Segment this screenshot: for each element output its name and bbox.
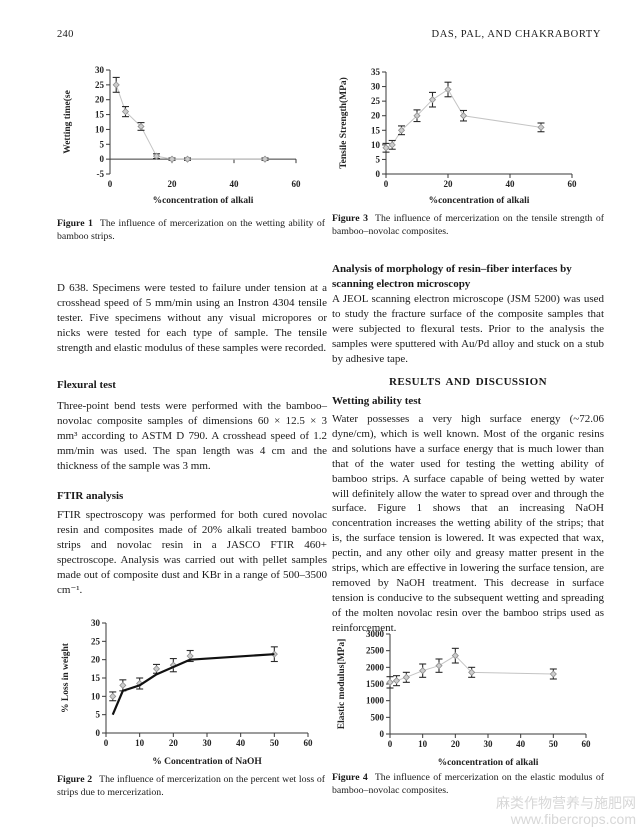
svg-text:2000: 2000 xyxy=(366,662,385,672)
svg-text:500: 500 xyxy=(371,712,385,722)
svg-text:30: 30 xyxy=(371,82,381,92)
svg-text:60: 60 xyxy=(568,179,578,189)
svg-text:35: 35 xyxy=(371,67,381,77)
svg-text:25: 25 xyxy=(91,636,101,646)
figure-2-label: Figure 2 xyxy=(57,774,93,785)
svg-text:20: 20 xyxy=(95,95,105,105)
running-head: DAS, PAL, AND CHAKRABORTY xyxy=(431,29,601,40)
svg-text:0: 0 xyxy=(384,179,389,189)
svg-text:Elastic modulus[MPa]: Elastic modulus[MPa] xyxy=(337,639,347,730)
figure-1-caption: Figure 1 The influence of mercerization o… xyxy=(57,217,325,243)
svg-text:40: 40 xyxy=(230,179,240,189)
page-number: 240 xyxy=(57,29,74,40)
heading-sem-analysis: Analysis of morphology of resin–fiber in… xyxy=(332,263,572,290)
watermark-line1: 麻类作物营养与施肥网 xyxy=(496,795,636,811)
figure-3-caption-text: The influence of mercerization on the te… xyxy=(332,213,604,237)
svg-text:0: 0 xyxy=(96,728,101,738)
svg-text:1500: 1500 xyxy=(366,679,385,689)
svg-text:%concentration of alkali: %concentration of alkali xyxy=(429,196,530,206)
svg-text:0: 0 xyxy=(108,179,113,189)
svg-text:10: 10 xyxy=(418,739,428,749)
svg-text:20: 20 xyxy=(91,655,101,665)
svg-text:5: 5 xyxy=(100,139,105,149)
figure-2-caption-text: The influence of mercerization on the pe… xyxy=(57,774,326,798)
svg-text:0: 0 xyxy=(376,169,381,179)
svg-text:20: 20 xyxy=(444,179,454,189)
svg-text:20: 20 xyxy=(169,738,179,748)
svg-text:%concentration of alkali: %concentration of alkali xyxy=(438,758,539,768)
svg-text:25: 25 xyxy=(371,96,381,106)
paragraph-sem: A JEOL scanning electron microscope (JSM… xyxy=(332,293,604,365)
svg-text:30: 30 xyxy=(484,739,494,749)
svg-text:40: 40 xyxy=(236,738,246,748)
svg-text:3000: 3000 xyxy=(366,629,385,639)
svg-text:2500: 2500 xyxy=(366,646,385,656)
svg-text:10: 10 xyxy=(91,691,101,701)
svg-text:0: 0 xyxy=(100,154,105,164)
svg-text:50: 50 xyxy=(270,738,280,748)
figure-4-caption: Figure 4 The influence of mercerization o… xyxy=(332,771,604,797)
svg-text:20: 20 xyxy=(451,739,461,749)
svg-text:60: 60 xyxy=(292,179,302,189)
figure-3-chart: 0 5 10 15 20 25 30 35 0 20 40 60 %concentration of a… xyxy=(338,67,578,206)
svg-text:0: 0 xyxy=(388,739,393,749)
svg-text:40: 40 xyxy=(506,179,516,189)
figure-1-label: Figure 1 xyxy=(57,218,93,229)
svg-text:30: 30 xyxy=(203,738,213,748)
svg-text:50: 50 xyxy=(549,739,559,749)
svg-text:10: 10 xyxy=(371,140,381,150)
heading-results-discussion: RESULTS AND DISCUSSION xyxy=(389,376,547,388)
svg-text:20: 20 xyxy=(168,179,178,189)
figure-4-chart: 0 500 1000 1500 2000 2500 3000 0 10 20 30 40 50 60 %co… xyxy=(337,629,592,768)
watermark: 麻类作物营养与施肥网 www.fibercrops.com xyxy=(496,795,636,827)
figure-3-label: Figure 3 xyxy=(332,213,369,224)
paragraph-ftir-analysis: FTIR spectroscopy was performed for both… xyxy=(57,509,327,596)
svg-text:0: 0 xyxy=(104,738,109,748)
heading-ftir-analysis: FTIR analysis xyxy=(57,490,124,502)
figure-2-chart: 0 5 10 15 20 25 30 0 10 20 30 40 50 60 % Concentration… xyxy=(61,618,314,767)
heading-flexural-test: Flexural test xyxy=(57,379,116,391)
svg-text:20: 20 xyxy=(371,111,381,121)
watermark-line2: www.fibercrops.com xyxy=(510,811,636,827)
paragraph-wetting-ability: Water possesses a very high surface ener… xyxy=(332,413,604,634)
svg-text:15: 15 xyxy=(371,125,381,135)
svg-text:60: 60 xyxy=(582,739,592,749)
figure-2-caption: Figure 2 The influence of mercerization o… xyxy=(57,773,325,799)
svg-text:% Loss in weight: % Loss in weight xyxy=(61,642,71,713)
svg-text:0: 0 xyxy=(380,729,385,739)
svg-text:1000: 1000 xyxy=(366,696,385,706)
figure-3-caption: Figure 3 The influence of mercerization o… xyxy=(332,212,604,238)
svg-text:60: 60 xyxy=(304,738,314,748)
svg-text:% Concentration of NaOH: % Concentration of NaOH xyxy=(152,757,262,767)
svg-text:Tensile Strength(MPa): Tensile Strength(MPa) xyxy=(338,77,349,169)
svg-text:40: 40 xyxy=(516,739,526,749)
figure-4-caption-text: The influence of mercerization on the el… xyxy=(332,772,605,796)
svg-text:5: 5 xyxy=(376,154,381,164)
svg-text:30: 30 xyxy=(91,618,101,628)
svg-text:Wetting time(se: Wetting time(se xyxy=(62,90,73,154)
figure-4-label: Figure 4 xyxy=(332,772,368,783)
svg-text:25: 25 xyxy=(95,80,105,90)
svg-text:%concentration of alkali: %concentration of alkali xyxy=(153,196,254,206)
svg-text:10: 10 xyxy=(135,738,145,748)
svg-text:10: 10 xyxy=(95,124,105,134)
paragraph-flexural-test: Three-point bend tests were performed wi… xyxy=(57,400,327,472)
svg-text:15: 15 xyxy=(91,673,101,683)
heading-wetting-ability: Wetting ability test xyxy=(332,395,422,407)
svg-text:-5: -5 xyxy=(97,169,105,179)
svg-text:30: 30 xyxy=(95,65,105,75)
svg-text:5: 5 xyxy=(96,710,101,720)
svg-text:15: 15 xyxy=(95,110,105,120)
paragraph-tensile-test: D 638. Specimens were tested to failure … xyxy=(57,282,327,354)
figure-1-caption-text: The influence of mercerization on the we… xyxy=(57,218,325,242)
